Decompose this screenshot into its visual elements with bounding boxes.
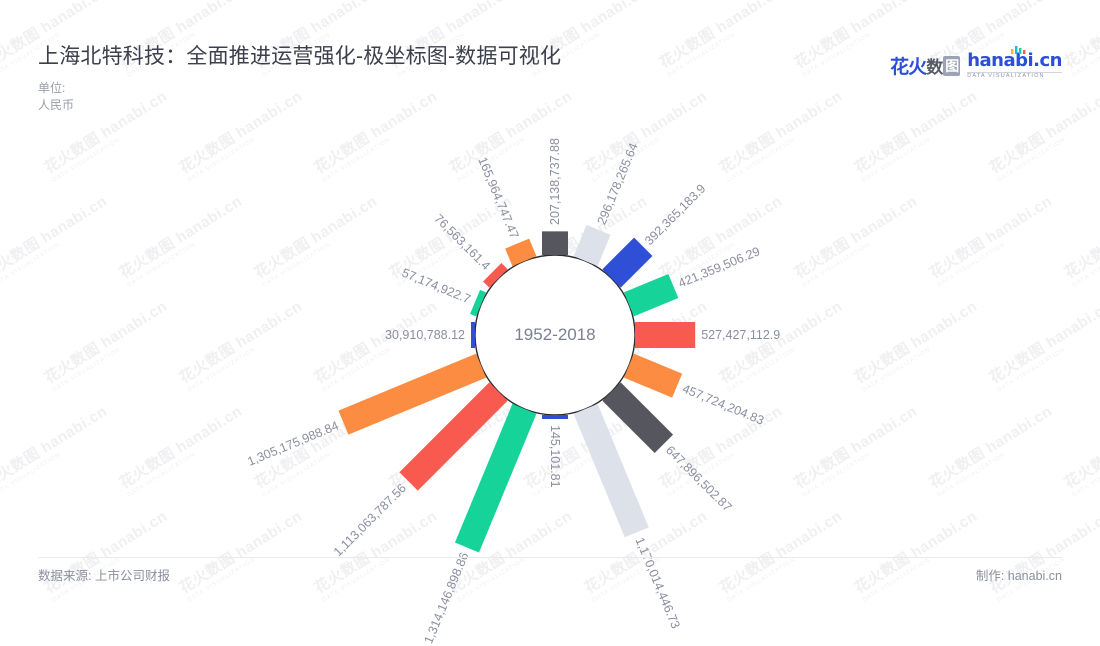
radial-bar[interactable] — [542, 415, 568, 419]
radial-bar-group — [635, 322, 696, 348]
radial-bar-group — [470, 289, 487, 317]
radial-bar-group — [483, 263, 508, 288]
radial-bar[interactable] — [635, 322, 696, 348]
bar-value-label: 207,138,737.88 — [548, 138, 562, 226]
radial-bar[interactable] — [573, 224, 611, 267]
page-title: 上海北特科技：全面推进运营强化-极坐标图-数据可视化 — [38, 45, 562, 68]
radial-bar[interactable] — [623, 273, 679, 317]
logo-char-tu: 图 — [943, 55, 961, 76]
center-range-label: 1952-2018 — [514, 325, 596, 344]
footer-divider — [38, 557, 1062, 558]
radial-bar[interactable] — [602, 382, 674, 454]
logo-char-huo: 火 — [908, 56, 927, 79]
bar-value-label: 57,174,922.7 — [399, 265, 473, 307]
bar-value-label: 30,910,788.12 — [385, 328, 465, 342]
bar-value-label: 1,305,175,988.84 — [245, 418, 341, 469]
bar-value-label: 296,178,265.64 — [594, 141, 641, 227]
radial-bar-group — [505, 238, 537, 267]
sparkle-icon — [1011, 46, 1026, 54]
radial-bar[interactable] — [399, 382, 508, 491]
bar-value-label: 392,365,183.9 — [642, 181, 709, 248]
logo-domain: hanabi.cn — [967, 50, 1062, 71]
radial-bar[interactable] — [471, 322, 475, 348]
bar-value-label: 647,896,502.87 — [663, 443, 735, 515]
radial-bar-group — [623, 353, 683, 398]
radial-bar[interactable] — [470, 289, 487, 317]
bar-value-label: 145,101.81 — [548, 425, 562, 488]
polar-bar-chart — [338, 224, 696, 553]
bar-value-label: 421,359,506.29 — [676, 243, 762, 291]
radial-bar[interactable] — [602, 237, 653, 288]
radial-bar-group — [573, 403, 649, 538]
bar-value-label: 165,964,747.47 — [475, 155, 522, 241]
bar-value-label: 527,427,112.9 — [701, 328, 781, 342]
logo-tagline: DATA VISUALIZATION — [967, 72, 1062, 80]
bar-value-label: 1,314,146,898.86 — [420, 550, 472, 646]
radial-bar-group — [602, 237, 653, 288]
bar-value-label: 457,724,204.83 — [680, 381, 766, 428]
logo-char-shu: 数 — [926, 58, 943, 79]
bar-value-label: 1,170,014,446.73 — [632, 535, 683, 631]
radial-bar-group — [471, 322, 475, 348]
radial-bar-group — [399, 382, 508, 491]
radial-bar-group — [454, 403, 537, 553]
bar-label-layer: 207,138,737.88 296,178,265.64 392,365,183.… — [245, 138, 781, 645]
radial-bar-group — [338, 353, 487, 435]
data-source: 数据来源: 上市公司财报 — [38, 569, 170, 583]
bar-value-label: 1,113,063,787.56 — [331, 480, 410, 559]
radial-bar[interactable] — [573, 403, 649, 538]
brand-logo: 花火数图 hanabi.cn DATA VISUALIZATION — [890, 46, 1062, 80]
radial-bar[interactable] — [505, 238, 537, 267]
unit-label: 单位: 人民币 — [38, 81, 75, 113]
made-by: 制作: hanabi.cn — [975, 569, 1062, 583]
radial-bar[interactable] — [454, 403, 537, 553]
radial-bar[interactable] — [483, 263, 508, 288]
bar-value-label: 76,563,161.4 — [431, 211, 493, 273]
radial-bar-group — [542, 231, 568, 255]
logo-char-hua: 花 — [890, 56, 909, 79]
radial-bar-group — [623, 273, 679, 317]
radial-bar[interactable] — [542, 231, 568, 255]
radial-bar-group — [573, 224, 611, 267]
logo-english: hanabi.cn DATA VISUALIZATION — [967, 46, 1062, 80]
logo-chinese: 花火数图 — [890, 52, 961, 79]
radial-bar[interactable] — [623, 353, 683, 398]
radial-bar[interactable] — [338, 353, 487, 435]
radial-bar-group — [602, 382, 674, 454]
radial-bar-group — [542, 415, 568, 419]
